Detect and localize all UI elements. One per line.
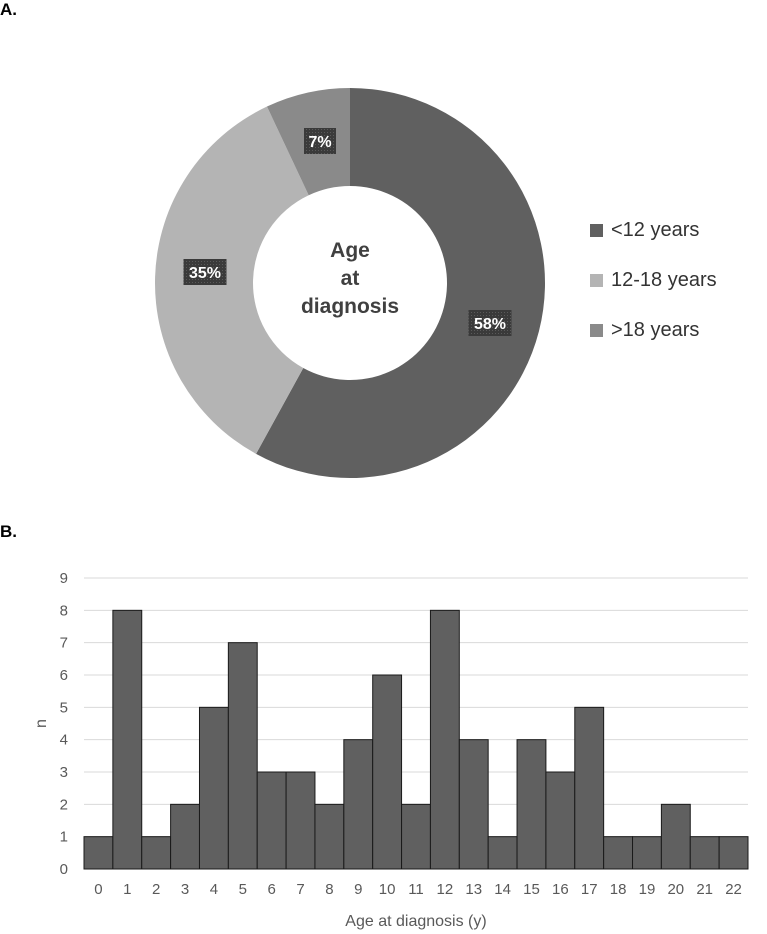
bar-11	[401, 803, 431, 870]
donut-chart: 58% 35% 7% Age at diagnosis	[155, 88, 545, 478]
x-tick-label: 13	[465, 881, 482, 898]
x-tick-label: 0	[94, 881, 102, 898]
y-axis-title: n	[33, 719, 50, 728]
x-tick-label: 14	[494, 881, 511, 898]
y-tick-label: 9	[60, 570, 68, 587]
x-tick-label: 6	[267, 881, 275, 898]
donut-value-label-box	[183, 259, 227, 285]
donut-value-label-box	[304, 128, 336, 154]
bar-18	[603, 836, 634, 870]
x-axis-title: Age at diagnosis (y)	[345, 913, 486, 930]
bar-14	[487, 836, 518, 870]
bar-16	[545, 771, 576, 870]
donut-value-label: 35%	[189, 265, 221, 282]
x-tick-label: 4	[210, 881, 218, 898]
y-tick-label: 0	[60, 861, 68, 878]
bar-12	[429, 609, 460, 870]
donut-legend: <12 years 12-18 years >18 years	[590, 205, 717, 355]
legend-item-1: 12-18 years	[590, 255, 717, 305]
x-tick-label: 7	[296, 881, 304, 898]
y-tick-label: 8	[60, 602, 68, 619]
donut-value-label: 58%	[474, 316, 506, 333]
donut-center-label: Age	[330, 239, 370, 262]
x-tick-label: 16	[552, 881, 569, 898]
x-tick-label: 17	[581, 881, 598, 898]
x-tick-label: 12	[437, 881, 454, 898]
donut-slice-0	[256, 88, 545, 478]
bar-17	[574, 706, 605, 870]
bar-5	[227, 642, 258, 870]
bar-0	[83, 836, 114, 870]
x-tick-label: 5	[239, 881, 247, 898]
bar-1	[112, 609, 143, 870]
y-tick-label: 2	[60, 796, 68, 813]
x-tick-label: 22	[725, 881, 742, 898]
bar-2	[141, 836, 172, 870]
bar-4	[198, 706, 229, 870]
donut-center-label: diagnosis	[301, 295, 399, 318]
bar-22	[718, 836, 749, 870]
bar-7	[285, 771, 316, 870]
bar-13	[458, 739, 489, 870]
x-tick-label: 20	[667, 881, 684, 898]
legend-swatch	[590, 273, 603, 287]
legend-swatch	[590, 223, 603, 237]
y-tick-label: 4	[60, 732, 68, 749]
x-tick-label: 8	[325, 881, 333, 898]
bar-9	[343, 739, 374, 870]
x-tick-label: 2	[152, 881, 160, 898]
bar-19	[632, 836, 662, 870]
x-tick-label: 18	[610, 881, 627, 898]
x-tick-label: 19	[639, 881, 656, 898]
legend-item-2: >18 years	[590, 305, 717, 355]
legend-label: <12 years	[611, 218, 700, 241]
x-tick-label: 11	[408, 881, 424, 898]
y-tick-label: 1	[60, 829, 68, 846]
y-tick-label: 6	[60, 667, 68, 684]
y-tick-label: 5	[60, 699, 68, 716]
bar-15	[516, 739, 547, 870]
x-tick-label: 21	[696, 881, 713, 898]
bar-3	[170, 803, 200, 870]
legend-label: >18 years	[611, 318, 700, 341]
bar-8	[314, 803, 345, 870]
bar-21	[689, 836, 720, 870]
x-tick-label: 3	[181, 881, 189, 898]
legend-label: 12-18 years	[611, 268, 717, 291]
legend-item-0: <12 years	[590, 205, 717, 255]
donut-center-label: at	[341, 267, 360, 290]
panel-a-label: A.	[0, 0, 17, 19]
donut-slice-1	[155, 106, 309, 454]
bar-20	[660, 803, 691, 870]
y-tick-label: 3	[60, 764, 68, 781]
bar-10	[372, 674, 403, 870]
x-tick-label: 1	[123, 881, 131, 898]
x-tick-label: 9	[354, 881, 362, 898]
donut-value-label-box	[468, 310, 512, 336]
legend-swatch	[590, 323, 603, 337]
bar-6	[256, 771, 287, 870]
panel-b-label: B.	[0, 522, 17, 541]
y-tick-label: 7	[60, 635, 68, 652]
donut-value-label: 7%	[308, 134, 331, 151]
x-tick-label: 10	[379, 881, 396, 898]
x-tick-label: 15	[523, 881, 540, 898]
